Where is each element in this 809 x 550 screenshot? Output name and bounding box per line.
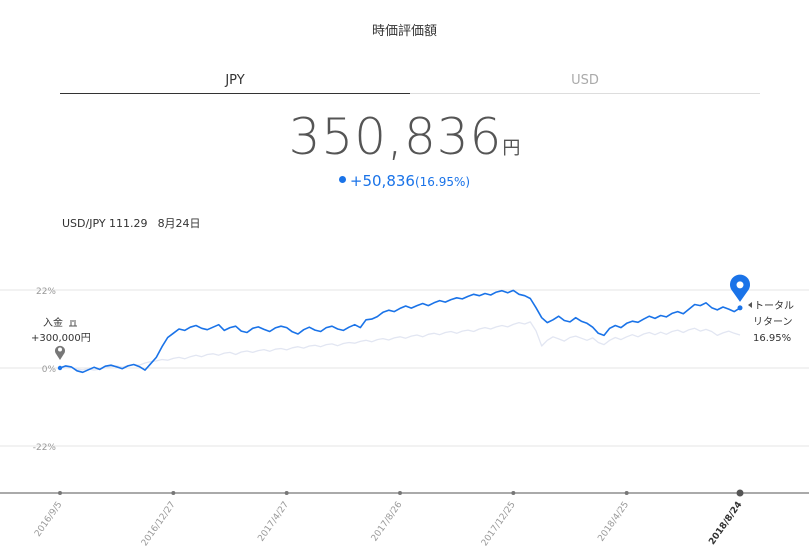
total-return-label: トータル bbox=[754, 300, 794, 312]
page-title: 時価評価額 bbox=[371, 24, 437, 39]
x-tick-dot bbox=[171, 491, 176, 495]
fx-pair: USD/JPY 111.29 bbox=[62, 217, 148, 230]
x-tick-dot bbox=[624, 491, 629, 495]
start-point bbox=[57, 365, 63, 371]
x-tick-label: 2016/12/27 bbox=[140, 500, 178, 548]
x-tick-label: 2017/8/26 bbox=[370, 500, 405, 544]
valuation-amount: 350,836円 bbox=[0, 108, 809, 166]
x-tick-dot bbox=[398, 491, 402, 495]
benchmark-series-line bbox=[59, 321, 741, 371]
valuation-unit: 円 bbox=[502, 138, 521, 159]
currency-tabs: JPY USD bbox=[60, 72, 760, 94]
x-tick-dot bbox=[511, 491, 516, 495]
current-pin-hole bbox=[736, 281, 744, 289]
x-tick-dot bbox=[58, 491, 62, 495]
return-pointer-icon bbox=[748, 302, 752, 308]
fx-date: 8月24日 bbox=[157, 217, 201, 230]
tab-jpy[interactable]: JPY bbox=[60, 72, 410, 94]
x-tick-label: 2016/9/5 bbox=[33, 500, 64, 539]
portfolio-series-line bbox=[59, 289, 741, 374]
deposit-pin-hole bbox=[58, 347, 62, 352]
y-tick-label: 0% bbox=[42, 365, 57, 375]
deposit-label: 入金 bbox=[43, 316, 63, 329]
y-tick-label: -22% bbox=[33, 443, 57, 453]
change-percent: (16.95%) bbox=[414, 175, 471, 189]
change-amount: +50,836 bbox=[349, 172, 415, 190]
x-tick-label: 2018/4/25 bbox=[596, 500, 631, 544]
tab-usd[interactable]: USD bbox=[410, 72, 760, 94]
x-tick-label: 2017/12/25 bbox=[480, 500, 518, 548]
x-tick-label: 2018/8/24 bbox=[707, 500, 744, 547]
deposit-pin-icon bbox=[54, 345, 65, 360]
valuation-number: 350,836 bbox=[288, 108, 503, 166]
end-point bbox=[737, 305, 743, 311]
change-dot-icon bbox=[338, 176, 346, 183]
x-tick-dot bbox=[284, 491, 289, 495]
x-tick-dot bbox=[736, 489, 744, 497]
total-return-value: 16.95% bbox=[753, 333, 791, 344]
y-tick-label: 22% bbox=[36, 287, 56, 297]
x-tick-label: 2017/4/27 bbox=[256, 500, 291, 544]
deposit-icon bbox=[69, 320, 77, 327]
deposit-amount: +300,000円 bbox=[31, 333, 91, 344]
valuation-change: +50,836(16.95%) bbox=[0, 172, 809, 190]
fx-rate: USD/JPY 111.29 8月24日 bbox=[62, 215, 211, 231]
total-return-label: リターン bbox=[753, 316, 793, 328]
